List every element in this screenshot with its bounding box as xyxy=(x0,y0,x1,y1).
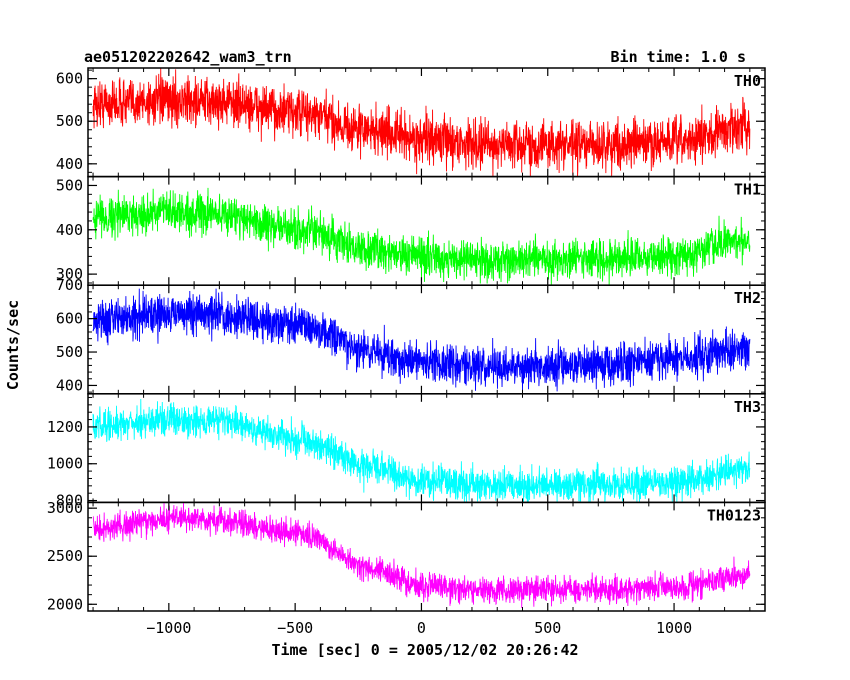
panel-th2: TH2 400 500 600 700 xyxy=(56,276,766,395)
y-tick-label: 500 xyxy=(56,112,83,130)
panel-label: TH2 xyxy=(734,289,761,307)
panel-label: TH0 xyxy=(734,72,761,90)
y-axis-label: Counts/sec xyxy=(4,300,22,390)
x-tick-label: −500 xyxy=(277,619,313,637)
x-axis-label: Time [sec] 0 = 2005/12/02 20:26:42 xyxy=(271,641,578,659)
panel-label: TH3 xyxy=(734,398,761,416)
y-tick-label: 600 xyxy=(56,70,83,88)
y-tick-label: 800 xyxy=(56,492,83,510)
series-line-th0 xyxy=(92,67,751,177)
y-tick-label: 500 xyxy=(56,343,83,361)
y-tick-label: 3000 xyxy=(47,499,83,517)
y-tick-label: 500 xyxy=(56,176,83,194)
bin-time-label: Bin time: 1.0 s xyxy=(611,48,746,66)
y-tick-label: 400 xyxy=(56,221,83,239)
x-tick-label: −1000 xyxy=(146,619,191,637)
x-tick-label: 0 xyxy=(417,619,426,637)
series-line-th3 xyxy=(92,399,751,503)
chart-title: ae051202202642_wam3_trn xyxy=(84,48,292,66)
y-tick-label: 1000 xyxy=(47,455,83,473)
y-tick-label: 2500 xyxy=(47,547,83,565)
chart-panels: TH0400500600TH1300400500TH2400500600700T… xyxy=(47,67,766,637)
x-tick-label: 1000 xyxy=(656,619,692,637)
y-tick-label: 400 xyxy=(56,155,83,173)
x-tick-label: 500 xyxy=(534,619,561,637)
panel-label: TH0123 xyxy=(707,506,761,524)
panel-th0123: TH0123 2000 2500 3000 xyxy=(47,499,766,613)
y-tick-label: 2000 xyxy=(47,595,83,613)
panel-label: TH1 xyxy=(734,181,761,199)
y-tick-label: 700 xyxy=(56,276,83,294)
y-tick-label: 1200 xyxy=(47,418,83,436)
panel-th0: TH0 400 500 600 xyxy=(56,67,766,178)
series-line-th1 xyxy=(92,187,751,286)
series-line-th0123 xyxy=(92,502,751,609)
y-tick-label: 300 xyxy=(56,265,83,283)
series-line-th2 xyxy=(92,288,751,393)
y-tick-label: 600 xyxy=(56,310,83,328)
panel-th3: TH3 800 1000 1200 xyxy=(47,393,766,510)
panel-th1: TH1 300 400 500 xyxy=(56,175,766,286)
y-tick-label: 400 xyxy=(56,376,83,394)
